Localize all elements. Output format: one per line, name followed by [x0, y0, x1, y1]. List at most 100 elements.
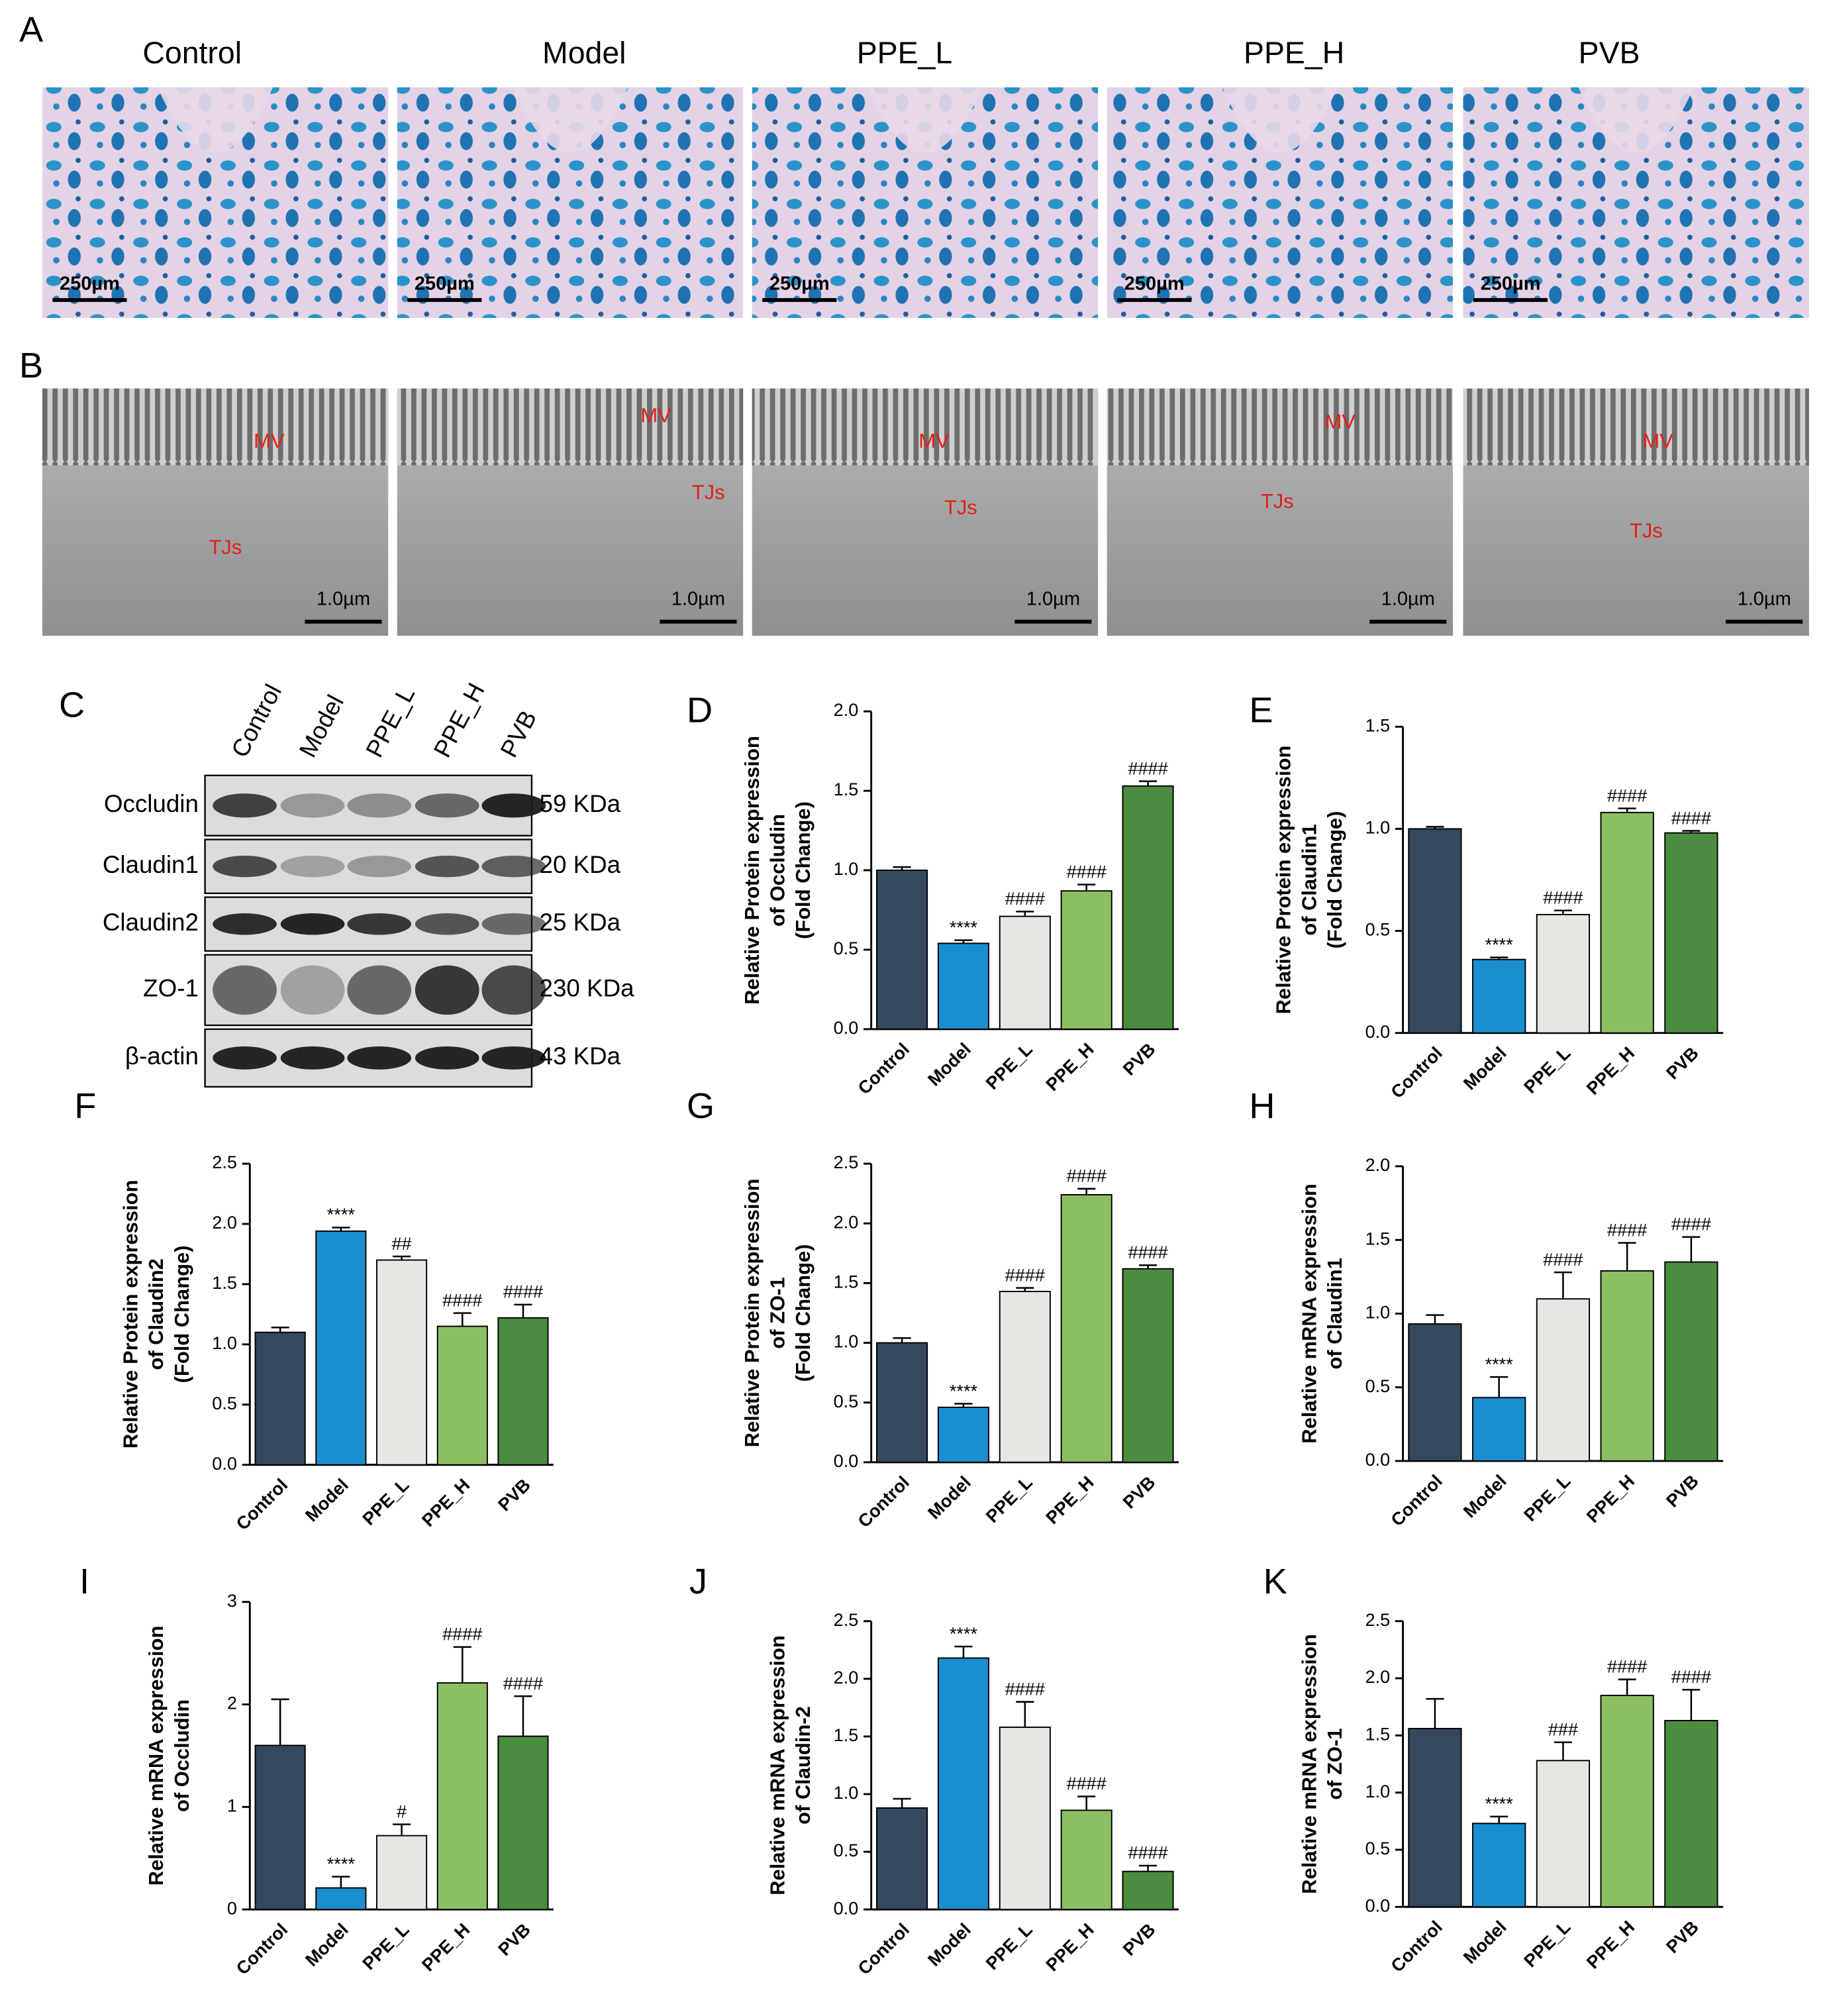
blot-band — [280, 965, 345, 1015]
tjs-label: TJs — [209, 536, 242, 559]
blot-band — [415, 913, 479, 935]
microvilli — [42, 388, 389, 466]
y-tick-label: 0.0 — [1365, 1895, 1391, 1915]
lane-label: PPE_L — [360, 682, 420, 762]
blot-band — [347, 913, 412, 935]
blot-band — [415, 793, 479, 818]
y-axis-label: of Claudin2 — [144, 1258, 168, 1370]
significance-label: #### — [1607, 1656, 1647, 1677]
y-tick-label: 1.5 — [212, 1272, 237, 1293]
bar — [375, 1259, 428, 1466]
bar — [999, 1727, 1051, 1911]
panel-letter: A — [19, 10, 44, 50]
bar — [937, 942, 990, 1030]
y-tick-label: 3 — [227, 1590, 237, 1611]
blot-band — [415, 965, 479, 1015]
bar — [1600, 1270, 1654, 1462]
significance-label: **** — [1485, 934, 1514, 954]
lane-label: Model — [294, 691, 349, 762]
significance-label: #### — [503, 1282, 543, 1302]
tissue-fold — [1578, 87, 1694, 153]
x-tick-label: Control — [232, 1919, 291, 1979]
bar — [254, 1331, 306, 1466]
bar — [937, 1657, 990, 1911]
x-tick-label: PVB — [494, 1919, 534, 1960]
x-tick-label: PPE_H — [418, 1919, 474, 1976]
panel-letter: H — [1249, 1086, 1275, 1126]
group-title: Control — [142, 36, 242, 70]
bar — [1408, 1728, 1462, 1908]
y-axis-label: Relative Protein expression — [740, 1179, 764, 1448]
y-tick-label: 0.0 — [834, 1450, 859, 1471]
bar — [1536, 1298, 1591, 1462]
blot-band — [347, 1046, 412, 1070]
x-tick-label: PVB — [1662, 1042, 1703, 1083]
bar — [937, 1406, 990, 1463]
x-tick-label: PPE_L — [358, 1474, 413, 1529]
x-tick-label: Model — [1459, 1042, 1510, 1093]
y-tick-label: 0 — [227, 1897, 237, 1918]
y-tick-label: 2.0 — [212, 1212, 237, 1233]
x-tick-label: PPE_L — [1520, 1470, 1575, 1525]
y-tick-label: 0.5 — [1365, 919, 1391, 940]
x-tick-label: PVB — [1662, 1470, 1703, 1511]
y-tick-label: 2.0 — [834, 699, 859, 720]
y-tick-label: 1.0 — [1365, 817, 1391, 838]
bar — [497, 1735, 549, 1911]
x-tick-label: Model — [1459, 1470, 1510, 1521]
bar — [1664, 1719, 1718, 1908]
tjs-label: TJs — [1261, 489, 1294, 513]
scale-bar-label: 250µm — [415, 273, 475, 294]
x-tick-label: Model — [924, 1919, 975, 1970]
y-tick-label: 2.0 — [834, 1211, 859, 1232]
panel-letter: C — [59, 685, 85, 725]
group-title: PPE_H — [1244, 36, 1344, 70]
blot-row-label: Occludin — [104, 790, 199, 817]
blot-band — [347, 855, 412, 878]
y-axis-label: Relative mRNA expression — [1297, 1634, 1320, 1894]
y-tick-label: 2.5 — [834, 1609, 859, 1630]
scale-bar-label: 1.0µm — [1738, 588, 1791, 609]
y-tick-label: 0.5 — [212, 1393, 237, 1413]
y-tick-label: 1.0 — [1365, 1302, 1391, 1323]
bar — [999, 915, 1051, 1030]
panel-letter: B — [19, 346, 43, 385]
blot-row-label: Claudin1 — [103, 851, 199, 878]
y-tick-label: 1.5 — [834, 1725, 859, 1745]
y-axis-label: of Occludin — [766, 814, 789, 927]
y-axis-label: of Claudin1 — [1297, 824, 1320, 935]
bar — [1600, 1695, 1654, 1908]
bar — [1600, 811, 1654, 1034]
tissue-fold — [1222, 87, 1338, 153]
bar — [1122, 1268, 1174, 1463]
y-tick-label: 0.0 — [212, 1453, 237, 1474]
bar — [1408, 828, 1462, 1034]
significance-label: #### — [1607, 785, 1647, 805]
y-axis-label: (Fold Change) — [170, 1245, 193, 1383]
y-axis-label: Relative Protein expression — [1272, 746, 1295, 1015]
significance-label: **** — [1485, 1793, 1514, 1814]
y-tick-label: 1.0 — [834, 858, 859, 879]
bar — [497, 1317, 549, 1466]
significance-label: **** — [327, 1853, 356, 1874]
bar — [1122, 1870, 1174, 1911]
significance-label: #### — [442, 1624, 482, 1644]
x-tick-label: Model — [301, 1474, 352, 1525]
group-title: PVB — [1579, 36, 1640, 70]
bar — [876, 870, 928, 1030]
y-axis-label: Relative mRNA expression — [144, 1626, 168, 1886]
significance-label: #### — [442, 1289, 482, 1310]
y-axis-label: Relative mRNA expression — [1297, 1184, 1320, 1444]
x-tick-label: Model — [924, 1472, 975, 1523]
y-tick-label: 1.0 — [834, 1782, 859, 1803]
x-tick-label: PPE_L — [981, 1038, 1036, 1093]
blot-band — [481, 913, 546, 935]
bar — [1664, 1261, 1718, 1462]
microvilli — [1107, 388, 1454, 466]
x-tick-label: PVB — [1662, 1917, 1703, 1957]
significance-label: **** — [1485, 1354, 1514, 1374]
blot-band — [213, 965, 277, 1015]
y-tick-label: 1.5 — [834, 779, 859, 799]
blot-row-label: ZO-1 — [143, 975, 199, 1002]
